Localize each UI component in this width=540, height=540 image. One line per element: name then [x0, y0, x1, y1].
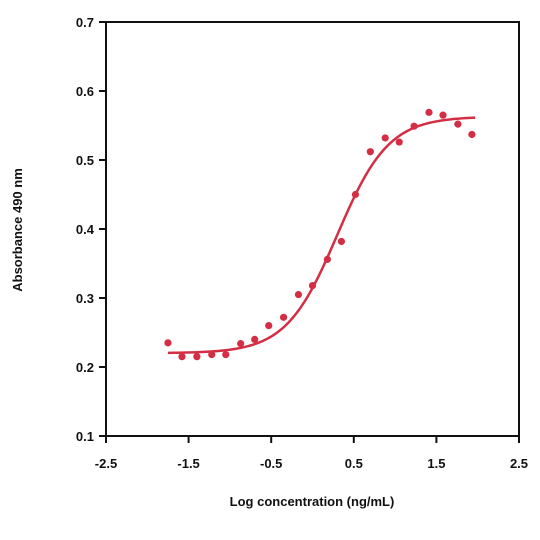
data-point — [279, 313, 288, 321]
y-tick-label: 0.7 — [76, 15, 94, 30]
x-axis: -2.5 -1.5 -0.5 0.5 1.5 2.5 — [95, 436, 528, 471]
y-tick-label: 0.1 — [76, 429, 94, 444]
x-tick-label: 2.5 — [510, 456, 528, 471]
data-point — [308, 281, 317, 290]
y-tick-label: 0.2 — [76, 360, 94, 375]
data-point — [208, 350, 216, 359]
x-tick-label: 0.5 — [345, 456, 363, 471]
data-point — [351, 190, 360, 199]
data-points — [164, 108, 476, 361]
x-tick-label: -1.5 — [177, 456, 199, 471]
y-tick-label: 0.4 — [76, 222, 95, 237]
data-point — [178, 353, 186, 361]
data-point — [193, 353, 201, 361]
x-axis-title: Log concentration (ng/mL) — [230, 494, 395, 509]
data-point — [265, 322, 273, 330]
x-tick-label: -2.5 — [95, 456, 117, 471]
data-point — [222, 350, 230, 359]
data-point — [251, 335, 259, 343]
data-point — [381, 134, 389, 142]
y-axis: 0.1 0.2 0.3 0.4 0.5 0.6 0.7 — [76, 15, 106, 444]
data-point — [237, 339, 245, 348]
data-point — [425, 108, 433, 116]
data-point — [294, 290, 303, 299]
plot-border — [105, 21, 520, 437]
data-point — [439, 111, 447, 119]
y-tick-label: 0.3 — [76, 291, 94, 306]
data-point — [454, 120, 462, 128]
data-point — [323, 255, 331, 263]
fit-curve — [167, 116, 476, 355]
y-tick-label: 0.5 — [76, 153, 94, 168]
x-tick-label: 1.5 — [427, 456, 445, 471]
x-tick-label: -0.5 — [260, 456, 282, 471]
data-point — [337, 237, 346, 246]
y-tick-label: 0.6 — [76, 84, 94, 99]
data-point — [366, 148, 374, 156]
y-axis-title: Absorbance 490 nm — [10, 168, 25, 292]
data-point — [410, 122, 418, 130]
plot-frame — [105, 21, 520, 437]
data-point — [395, 138, 403, 146]
data-point — [468, 130, 476, 139]
data-point — [164, 339, 172, 347]
